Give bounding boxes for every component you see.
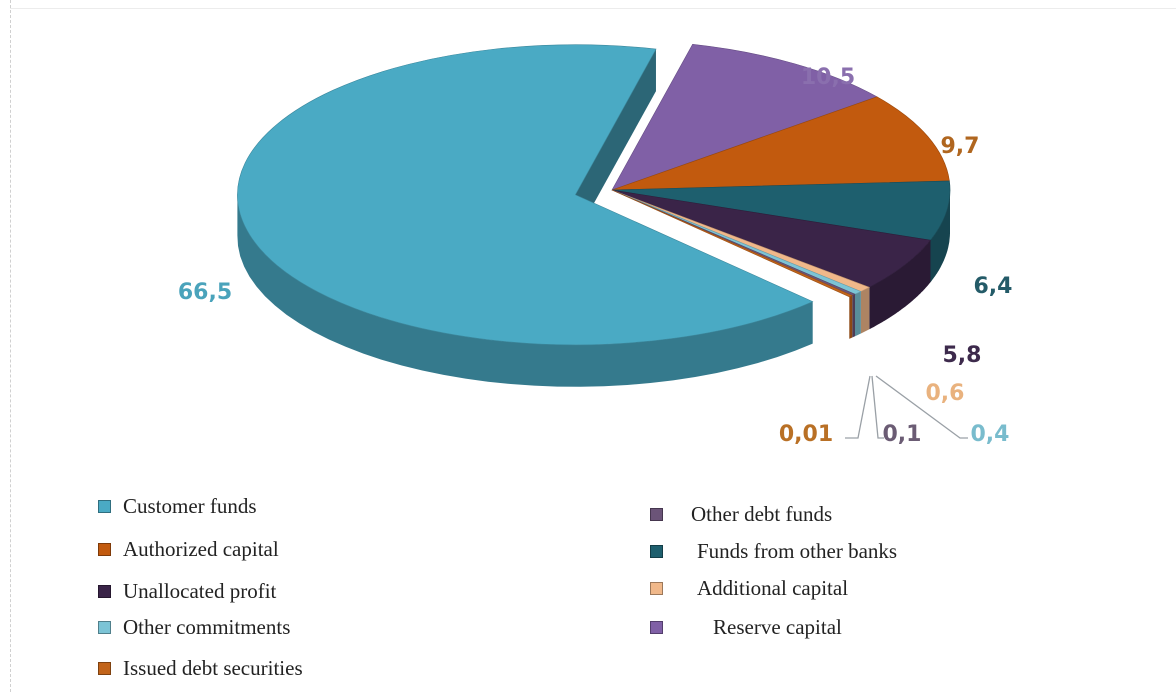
value-label-customer-funds: 66,5 <box>178 280 232 305</box>
frame-border <box>10 0 11 692</box>
slice-wall <box>237 193 813 387</box>
leader-line <box>871 375 884 439</box>
pie-slice-issued-debt-securities <box>611 189 853 339</box>
pie-slice-funds-from-other-banks <box>611 180 951 283</box>
slice-wall <box>855 291 861 337</box>
value-label-additional-capital: 0,6 <box>926 381 965 406</box>
frame-top-border <box>10 8 1176 9</box>
slice-wall <box>849 295 853 339</box>
value-label-unallocated-profit: 5,8 <box>943 343 982 368</box>
pie-slice-additional-capital <box>611 189 871 334</box>
leader-line <box>875 375 968 439</box>
pie-slice-unallocated-profit <box>611 189 932 330</box>
pie-slice-customer-funds <box>237 44 814 387</box>
value-label-other-debt-funds: 0,1 <box>883 422 922 447</box>
value-label-other-commitments: 0,4 <box>971 422 1010 447</box>
slice-top <box>611 189 932 288</box>
slice-cut-face <box>575 49 656 237</box>
pie-slices <box>237 43 951 387</box>
slice-wall <box>869 240 931 330</box>
pie-slice-other-commitments <box>611 189 862 337</box>
value-label-reserve-capital: 10,5 <box>801 65 855 90</box>
value-label-issued-debt-securities: 0,01 <box>779 422 833 447</box>
pie-slice-authorized-capital <box>611 96 950 191</box>
value-label-authorized-capital: 9,7 <box>941 134 980 159</box>
value-label-funds-from-other-banks: 6,4 <box>974 274 1013 299</box>
slice-wall <box>930 187 950 283</box>
leader-line <box>845 375 871 439</box>
slice-top <box>237 44 814 346</box>
slice-top <box>611 189 853 298</box>
slice-wall <box>860 287 870 334</box>
slice-wall <box>852 294 855 338</box>
value-labels: 66,5 10,5 9,7 6,4 5,8 0,60,4 0,1 0,01 <box>178 65 1013 447</box>
slice-top <box>611 96 950 191</box>
pie-slice-reserve-capital <box>611 43 878 191</box>
slice-top <box>611 43 878 191</box>
slice-top <box>611 180 951 241</box>
